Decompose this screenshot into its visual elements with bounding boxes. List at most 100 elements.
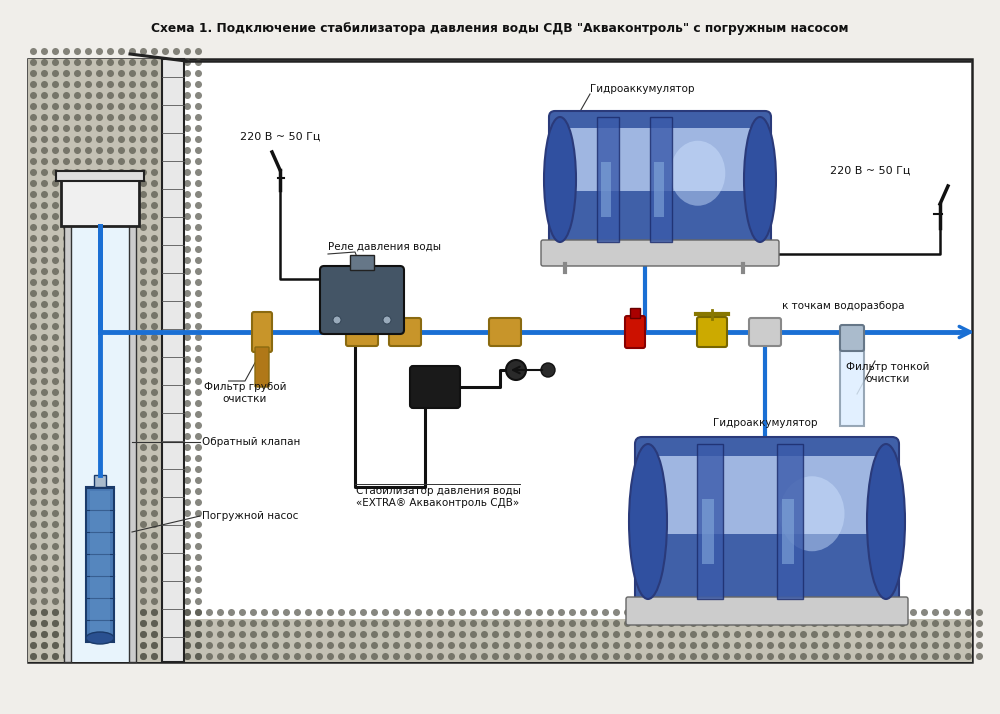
Circle shape [195, 543, 202, 550]
Circle shape [745, 620, 752, 627]
Circle shape [74, 620, 81, 627]
Circle shape [184, 587, 191, 594]
Circle shape [184, 422, 191, 429]
Circle shape [140, 455, 147, 462]
Circle shape [85, 103, 92, 110]
Circle shape [129, 147, 136, 154]
Circle shape [184, 268, 191, 275]
Circle shape [30, 378, 37, 385]
Circle shape [107, 620, 114, 627]
Circle shape [503, 620, 510, 627]
Circle shape [151, 202, 158, 209]
Circle shape [195, 345, 202, 352]
Circle shape [140, 301, 147, 308]
Circle shape [85, 587, 92, 594]
Circle shape [195, 279, 202, 286]
Circle shape [96, 576, 103, 583]
Circle shape [162, 114, 169, 121]
Circle shape [96, 653, 103, 660]
Circle shape [96, 59, 103, 66]
Circle shape [767, 653, 774, 660]
Circle shape [74, 488, 81, 495]
Circle shape [327, 609, 334, 616]
Bar [597, 117, 619, 242]
Circle shape [184, 521, 191, 528]
Circle shape [129, 180, 136, 187]
Circle shape [151, 136, 158, 143]
Circle shape [52, 125, 59, 132]
Circle shape [52, 301, 59, 308]
Circle shape [173, 290, 180, 297]
Circle shape [129, 246, 136, 253]
Bar [28, 59, 972, 662]
Circle shape [63, 642, 70, 649]
Circle shape [30, 466, 37, 473]
Circle shape [162, 323, 169, 330]
Circle shape [52, 499, 59, 506]
Circle shape [151, 246, 158, 253]
Circle shape [41, 411, 48, 418]
Circle shape [173, 191, 180, 198]
Circle shape [415, 609, 422, 616]
Circle shape [74, 576, 81, 583]
Circle shape [228, 631, 235, 638]
Circle shape [107, 510, 114, 517]
Circle shape [107, 455, 114, 462]
Circle shape [426, 653, 433, 660]
Circle shape [327, 631, 334, 638]
Circle shape [162, 444, 169, 451]
Circle shape [96, 477, 103, 484]
Circle shape [184, 290, 191, 297]
Circle shape [30, 147, 37, 154]
Circle shape [877, 609, 884, 616]
Circle shape [448, 620, 455, 627]
Circle shape [943, 620, 950, 627]
Circle shape [140, 620, 147, 627]
Circle shape [844, 609, 851, 616]
Circle shape [52, 246, 59, 253]
Circle shape [74, 433, 81, 440]
Text: Стабилизатор давления воды
«EXTRA® Акваконтроль СДВ»: Стабилизатор давления воды «EXTRA® Аквак… [356, 486, 520, 508]
Circle shape [514, 653, 521, 660]
Circle shape [162, 367, 169, 374]
Circle shape [30, 290, 37, 297]
Circle shape [184, 466, 191, 473]
Circle shape [140, 576, 147, 583]
Circle shape [30, 499, 37, 506]
Circle shape [184, 400, 191, 407]
Circle shape [921, 642, 928, 649]
Circle shape [382, 609, 389, 616]
Circle shape [63, 257, 70, 264]
Circle shape [173, 411, 180, 418]
Circle shape [195, 290, 202, 297]
Circle shape [129, 48, 136, 55]
Circle shape [118, 323, 125, 330]
Circle shape [63, 125, 70, 132]
Circle shape [195, 499, 202, 506]
Text: 220 В ~ 50 Гц: 220 В ~ 50 Гц [240, 132, 320, 142]
Circle shape [294, 653, 301, 660]
Circle shape [107, 257, 114, 264]
Circle shape [954, 609, 961, 616]
Circle shape [954, 620, 961, 627]
Circle shape [151, 103, 158, 110]
Circle shape [107, 48, 114, 55]
Text: Гидроаккумулятор: Гидроаккумулятор [713, 418, 817, 428]
Circle shape [63, 378, 70, 385]
Circle shape [580, 631, 587, 638]
Circle shape [569, 609, 576, 616]
Circle shape [162, 246, 169, 253]
Circle shape [140, 235, 147, 242]
Circle shape [624, 631, 631, 638]
Circle shape [85, 499, 92, 506]
Circle shape [162, 92, 169, 99]
Circle shape [140, 70, 147, 77]
Circle shape [41, 81, 48, 88]
Circle shape [437, 609, 444, 616]
Circle shape [657, 642, 664, 649]
Circle shape [162, 279, 169, 286]
Circle shape [635, 631, 642, 638]
Circle shape [151, 543, 158, 550]
Circle shape [63, 653, 70, 660]
Circle shape [954, 631, 961, 638]
